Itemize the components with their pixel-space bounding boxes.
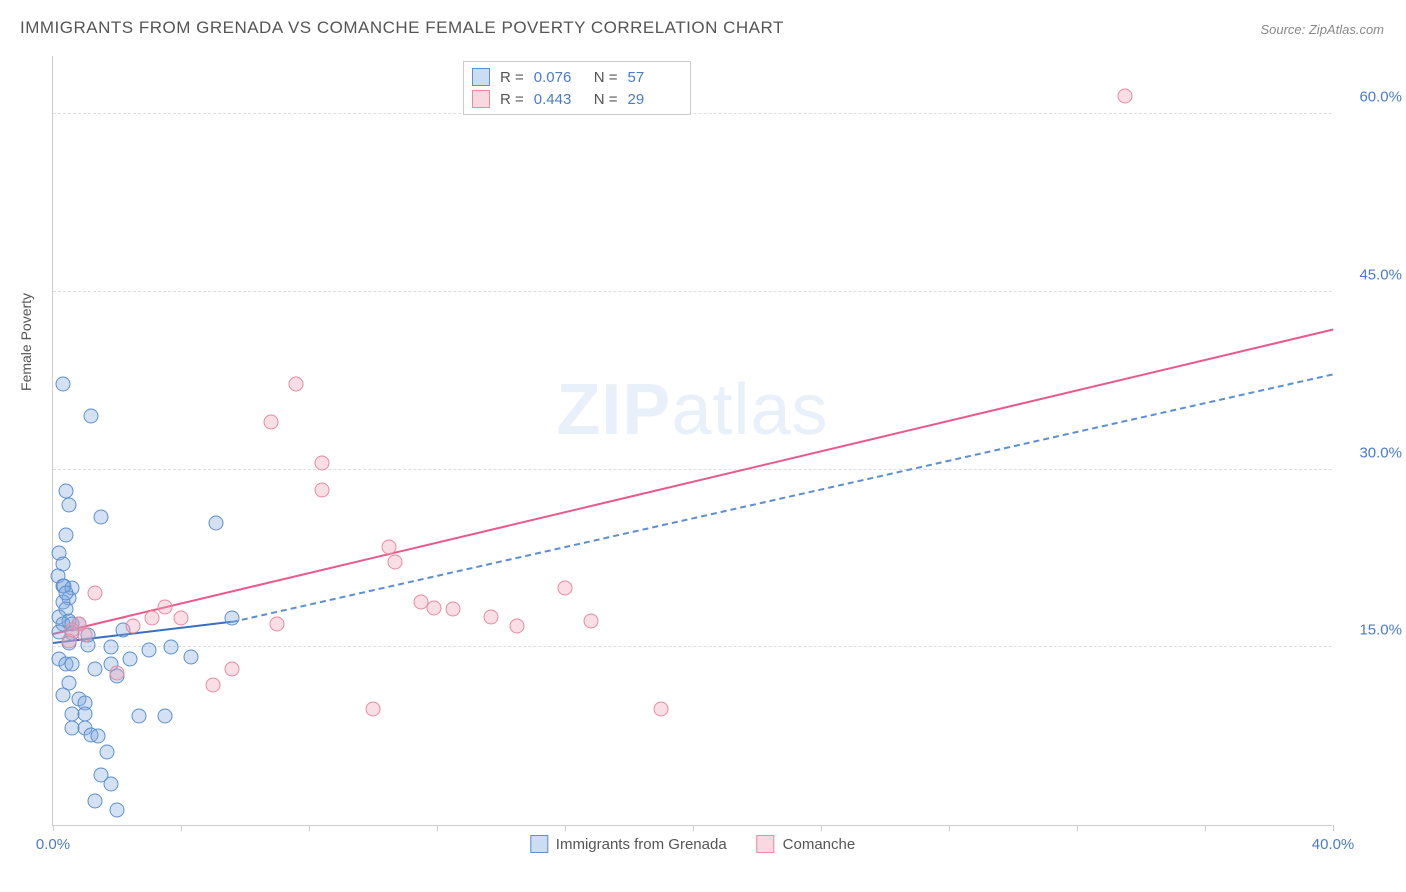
data-point — [158, 600, 173, 615]
data-point — [164, 640, 179, 655]
watermark: ZIPatlas — [556, 369, 828, 451]
x-tick — [565, 825, 566, 831]
gridline-h — [53, 469, 1332, 470]
legend-swatch — [530, 835, 548, 853]
stat-r-label: R = — [500, 69, 524, 86]
y-axis-label: Female Poverty — [18, 293, 34, 391]
legend-swatch — [472, 90, 490, 108]
chart-title: IMMIGRANTS FROM GRENADA VS COMANCHE FEMA… — [20, 18, 784, 38]
chart-plot-area: 15.0%30.0%45.0%60.0%0.0%40.0%ZIPatlasR =… — [52, 56, 1332, 826]
data-point — [382, 539, 397, 554]
stat-n-value: 57 — [628, 69, 678, 86]
stat-r-value: 0.076 — [534, 69, 584, 86]
y-tick-label: 60.0% — [1342, 89, 1402, 106]
x-tick — [1077, 825, 1078, 831]
data-point — [103, 640, 118, 655]
data-point — [90, 729, 105, 744]
data-point — [209, 515, 224, 530]
x-tick — [53, 825, 54, 831]
data-point — [110, 666, 125, 681]
data-point — [110, 802, 125, 817]
data-point — [388, 555, 403, 570]
legend-stats-row: R = 0.076 N = 57 — [472, 66, 678, 88]
data-point — [206, 678, 221, 693]
x-tick — [693, 825, 694, 831]
data-point — [58, 585, 73, 600]
data-point — [94, 510, 109, 525]
x-tick — [309, 825, 310, 831]
x-tick — [949, 825, 950, 831]
data-point — [132, 709, 147, 724]
data-point — [126, 619, 141, 634]
data-point — [225, 610, 240, 625]
legend-stats-row: R = 0.443 N = 29 — [472, 88, 678, 110]
x-tick — [181, 825, 182, 831]
legend-swatch — [757, 835, 775, 853]
legend-item: Comanche — [757, 835, 856, 853]
stat-n-label: N = — [594, 69, 618, 86]
data-point — [654, 701, 669, 716]
data-point — [103, 776, 118, 791]
data-point — [62, 634, 77, 649]
data-point — [510, 619, 525, 634]
gridline-h — [53, 291, 1332, 292]
data-point — [87, 794, 102, 809]
data-point — [446, 602, 461, 617]
y-tick-label: 45.0% — [1342, 266, 1402, 283]
x-tick — [821, 825, 822, 831]
regression-line — [232, 373, 1333, 623]
x-tick-label: 0.0% — [36, 836, 70, 853]
data-point — [314, 482, 329, 497]
data-point — [145, 610, 160, 625]
stat-r-label: R = — [500, 91, 524, 108]
legend-label: Comanche — [783, 836, 856, 853]
data-point — [366, 701, 381, 716]
data-point — [62, 498, 77, 513]
data-point — [84, 409, 99, 424]
data-point — [174, 610, 189, 625]
data-point — [289, 377, 304, 392]
y-tick-label: 15.0% — [1342, 622, 1402, 639]
data-point — [65, 656, 80, 671]
data-point — [58, 527, 73, 542]
data-point — [1118, 89, 1133, 104]
data-point — [263, 415, 278, 430]
data-point — [314, 455, 329, 470]
data-point — [55, 377, 70, 392]
legend-swatch — [472, 68, 490, 86]
data-point — [583, 614, 598, 629]
stat-n-value: 29 — [628, 91, 678, 108]
data-point — [225, 661, 240, 676]
x-tick — [1205, 825, 1206, 831]
data-point — [122, 652, 137, 667]
data-point — [270, 616, 285, 631]
data-point — [426, 601, 441, 616]
x-tick-label: 40.0% — [1312, 836, 1355, 853]
x-tick — [1333, 825, 1334, 831]
data-point — [142, 642, 157, 657]
stat-r-value: 0.443 — [534, 91, 584, 108]
data-point — [100, 744, 115, 759]
data-point — [87, 585, 102, 600]
y-tick-label: 30.0% — [1342, 444, 1402, 461]
source-attribution: Source: ZipAtlas.com — [1260, 22, 1384, 37]
x-tick — [437, 825, 438, 831]
stat-n-label: N = — [594, 91, 618, 108]
legend-label: Immigrants from Grenada — [556, 836, 727, 853]
data-point — [484, 609, 499, 624]
data-point — [87, 661, 102, 676]
gridline-h — [53, 113, 1332, 114]
legend-bottom: Immigrants from Grenada Comanche — [530, 835, 855, 853]
data-point — [158, 709, 173, 724]
gridline-h — [53, 646, 1332, 647]
data-point — [183, 649, 198, 664]
legend-item: Immigrants from Grenada — [530, 835, 727, 853]
data-point — [58, 483, 73, 498]
data-point — [55, 687, 70, 702]
data-point — [78, 706, 93, 721]
legend-stats-box: R = 0.076 N = 57 R = 0.443 N = 29 — [463, 61, 691, 115]
regression-line — [53, 328, 1333, 634]
data-point — [558, 581, 573, 596]
